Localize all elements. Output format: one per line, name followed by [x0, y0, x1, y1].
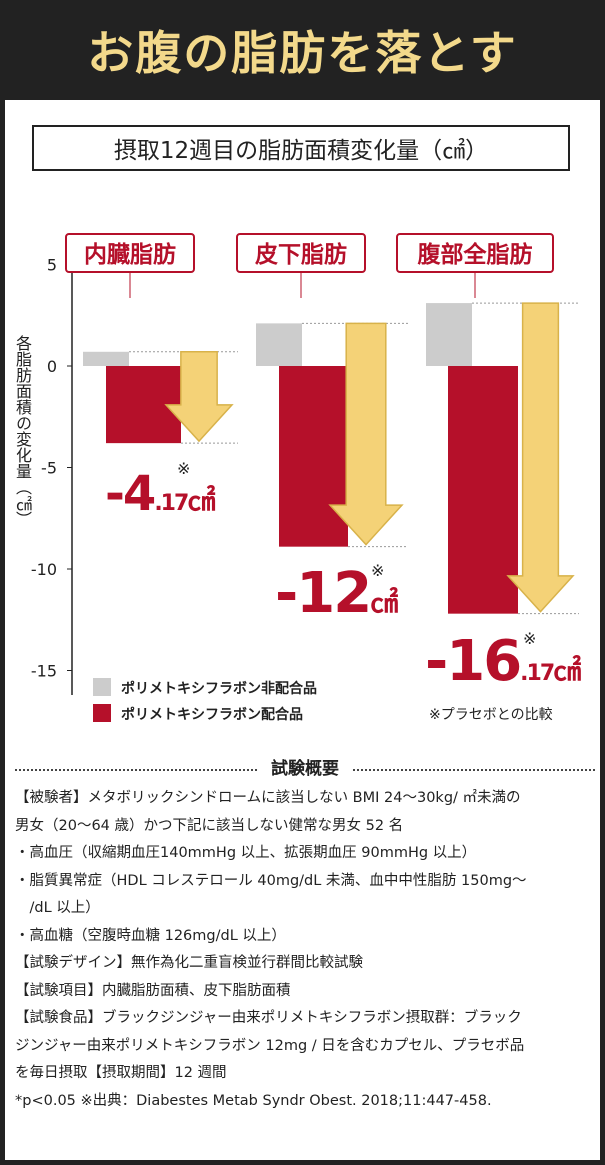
summary-line: ・脂質異常症（HDL コレステロール 40mg/dL 未満、血中中性脂肪 150…: [15, 872, 527, 889]
category-label: 皮下脂肪: [255, 241, 347, 268]
legend-placebo: ポリメトキシフラボン非配合品: [121, 680, 317, 697]
divider: [353, 769, 595, 771]
significance-mark: ※: [371, 561, 384, 580]
chart-title: 摂取12週目の脂肪面積変化量（㎠）: [32, 125, 570, 171]
placebo-bar: [426, 303, 472, 366]
y-tick-label: -10: [31, 560, 57, 579]
summary-line: 男女（20～64 歳）かつ下記に該当しない健常な男女 52 名: [15, 817, 404, 834]
summary-line: ・高血圧（収縮期血圧140mmHg 以上、拡張期血圧 90mmHg 以上）: [15, 845, 477, 861]
difference-label: -4.17㎠: [105, 466, 215, 522]
placebo-bar: [83, 351, 129, 366]
summary-line: 【試験デザイン】無作為化二重盲検並行群間比較試験: [15, 955, 363, 971]
difference-label: -16.17㎠: [425, 629, 581, 694]
difference-label: -12㎠: [275, 561, 398, 626]
legend-swatch-placebo: [93, 678, 111, 696]
summary-line: /dL 以上）: [15, 900, 100, 916]
y-tick-label: -5: [41, 459, 57, 478]
down-arrow-icon: [506, 302, 575, 613]
comparison-note: ※プラセボとの比較: [429, 707, 553, 723]
bar-chart: 50-5-10-15内臓脂肪-4.17㎠※皮下脂肪-12㎠※腹部全脂肪-16.1…: [31, 233, 583, 723]
page-title: お腹の脂肪を落とす: [87, 26, 518, 80]
study-summary: 試験概要 【被験者】メタボリックシンドロームに該当しない BMI 24～30kg…: [15, 755, 595, 1115]
summary-line: *p<0.05 ※出典：Diabestes Metab Syndr Obest.…: [15, 1092, 492, 1109]
summary-line: ジンジャー由来ポリメトキシフラボン 12mg / 日を含むカプセル、プラセボ品: [15, 1037, 525, 1054]
summary-title: 試験概要: [271, 759, 339, 780]
content-panel: 摂取12週目の脂肪面積変化量（㎠） 各脂肪面積の変化量（㎠） 5 0 -5 -10 -1…: [5, 100, 600, 1160]
divider: [15, 769, 257, 771]
significance-mark: ※: [177, 459, 190, 478]
summary-line: 【被験者】メタボリックシンドロームに該当しない BMI 24～30kg/ ㎡未満…: [15, 790, 521, 806]
active-bar: [448, 366, 518, 614]
legend-active: ポリメトキシフラボン配合品: [121, 706, 303, 723]
active-bar: [279, 366, 348, 547]
y-axis-label: 各脂肪面積の変化量（㎠）: [13, 335, 32, 527]
category-label: 内臓脂肪: [84, 241, 176, 268]
summary-line: を毎日摂取【摂取期間】12 週間: [15, 1065, 227, 1081]
significance-mark: ※: [523, 629, 536, 648]
summary-line: 【試験食品】ブラックジンジャー由来ポリメトキシフラボン摂取群：ブラック: [15, 1010, 522, 1026]
y-tick-label: -15: [31, 662, 57, 681]
summary-line: 【試験項目】内臓脂肪面積、皮下脂肪面積: [15, 982, 291, 999]
down-arrow-icon: [328, 322, 404, 546]
y-tick-label: 5: [47, 256, 57, 275]
legend-swatch-active: [93, 704, 111, 722]
y-tick-label: 0: [47, 357, 57, 376]
category-label: 腹部全脂肪: [418, 241, 533, 268]
placebo-bar: [256, 323, 302, 366]
header: お腹の脂肪を落とす: [0, 0, 605, 100]
down-arrow-icon: [164, 351, 234, 443]
summary-line: ・高血糖（空腹時血糖 126mg/dL 以上）: [15, 927, 286, 944]
